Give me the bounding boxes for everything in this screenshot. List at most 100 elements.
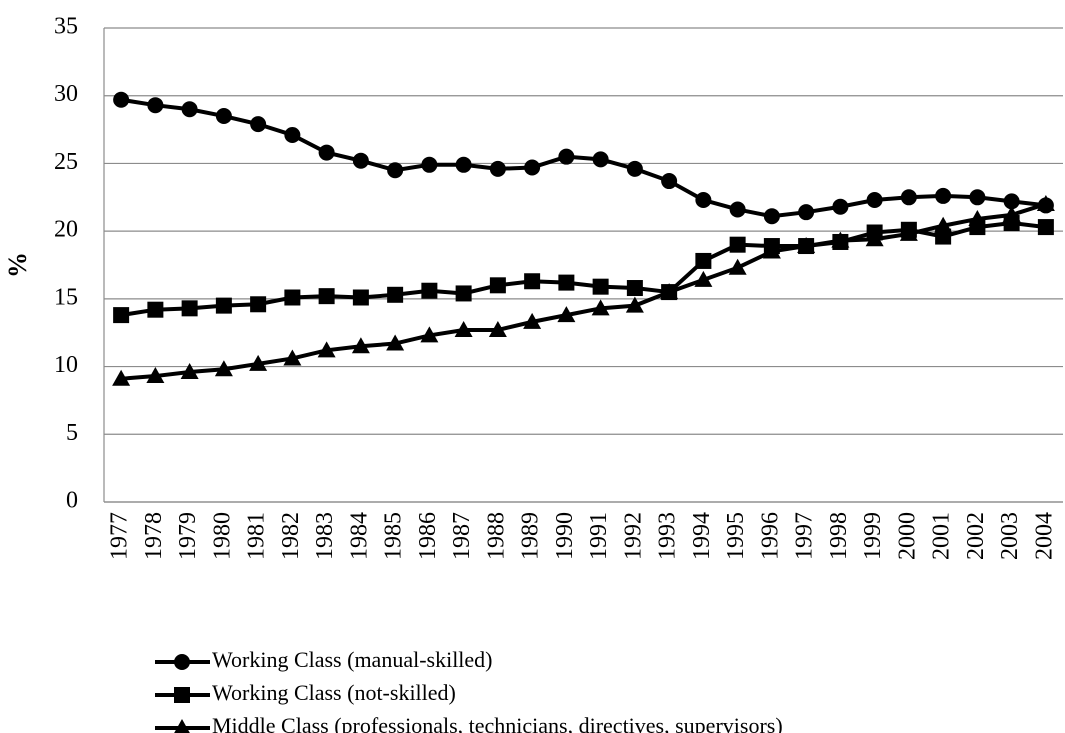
point [215, 108, 232, 125]
point [284, 126, 301, 143]
point [284, 289, 301, 306]
point [1036, 195, 1055, 212]
point [455, 156, 472, 173]
point [283, 349, 302, 366]
point [661, 173, 678, 190]
x-tick-label: 1984 [346, 512, 372, 560]
x-tick-label: 1983 [312, 512, 338, 560]
point [455, 285, 472, 302]
point [112, 369, 131, 386]
point [420, 326, 439, 343]
x-tick-label: 1996 [757, 512, 783, 560]
point [935, 187, 952, 204]
point [969, 189, 986, 206]
point [968, 209, 987, 226]
point [831, 231, 850, 248]
point [147, 301, 164, 318]
point [797, 237, 816, 254]
point [489, 160, 506, 177]
point [626, 160, 643, 177]
point [524, 159, 541, 176]
y-tick-label: 30 [54, 81, 78, 107]
x-tick-label: 2000 [894, 512, 920, 560]
point [798, 204, 815, 221]
y-tick-label: 5 [66, 420, 78, 446]
y-axis-label: % [3, 252, 32, 278]
point [900, 189, 917, 206]
line [120, 221, 1047, 318]
point [524, 273, 541, 290]
point [934, 216, 953, 233]
legend-marker [174, 719, 190, 733]
x-tick-label: 1993 [655, 512, 681, 560]
point [695, 191, 712, 208]
legend-label: Working Class (not-skilled) [212, 680, 456, 705]
point [729, 201, 746, 218]
point [866, 191, 883, 208]
x-tick-label: 1977 [107, 512, 133, 560]
point [762, 242, 781, 259]
y-tick-label: 20 [54, 217, 78, 243]
y-tick-label: 35 [54, 14, 78, 40]
x-tick-label: 1990 [552, 512, 578, 560]
point [317, 341, 336, 358]
point [215, 297, 232, 314]
point [421, 156, 438, 173]
point [180, 362, 199, 379]
legend-label: Working Class (manual-skilled) [212, 647, 493, 672]
point [660, 283, 679, 300]
point [489, 277, 506, 294]
point [729, 236, 746, 253]
point [318, 144, 335, 161]
point [421, 282, 438, 299]
point [523, 312, 542, 329]
point [592, 151, 609, 168]
point [181, 101, 198, 118]
x-tick-label: 2003 [997, 512, 1023, 560]
y-tick-label: 25 [54, 149, 78, 175]
x-tick-label: 1991 [586, 512, 612, 560]
x-tick-label: 1999 [860, 512, 886, 560]
line [120, 97, 1047, 219]
point [694, 270, 713, 287]
x-tick-label: 2001 [929, 512, 955, 560]
legend-marker [174, 654, 190, 670]
x-tick-label: 1998 [826, 512, 852, 560]
x-tick-label: 1980 [209, 512, 235, 560]
point [558, 274, 575, 291]
point [557, 306, 576, 323]
x-tick-label: 1982 [278, 512, 304, 560]
line [120, 202, 1047, 381]
point [1037, 219, 1054, 236]
point [250, 296, 267, 313]
point [832, 198, 849, 215]
x-tick-label: 1985 [381, 512, 407, 560]
point [454, 321, 473, 338]
point [387, 162, 404, 179]
x-tick-label: 1994 [689, 512, 715, 560]
point [625, 296, 644, 313]
x-tick-label: 1995 [723, 512, 749, 560]
point [318, 288, 335, 305]
point [626, 280, 643, 297]
x-tick-label: 1979 [175, 512, 201, 560]
point [763, 208, 780, 225]
point [352, 289, 369, 306]
point [250, 116, 267, 133]
x-tick-label: 1987 [449, 512, 475, 560]
point [113, 91, 130, 108]
x-tick-label: 2002 [963, 512, 989, 560]
point [728, 258, 747, 275]
legend-label: Middle Class (professionals, technicians… [212, 713, 783, 733]
x-tick-label: 1997 [792, 512, 818, 560]
point [695, 252, 712, 269]
point [249, 354, 268, 371]
x-tick-label: 2004 [1031, 512, 1057, 560]
x-tick-label: 1992 [620, 512, 646, 560]
point [899, 224, 918, 241]
point [147, 97, 164, 114]
point [386, 334, 405, 351]
point [387, 286, 404, 303]
point [488, 321, 507, 338]
